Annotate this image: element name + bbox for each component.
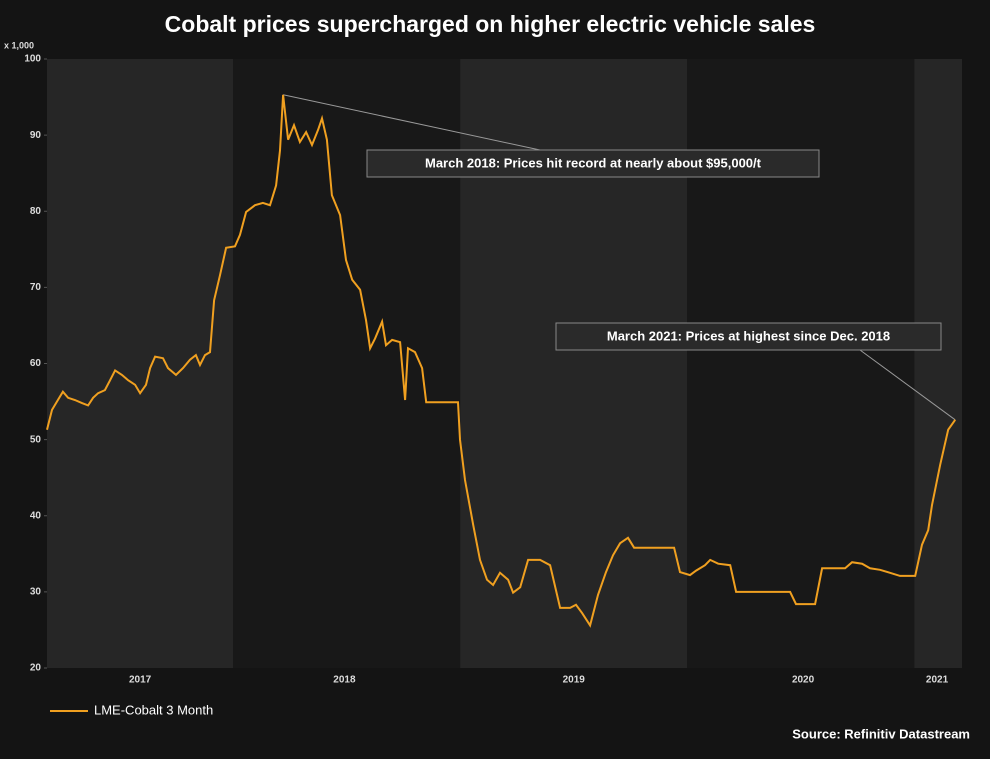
x-tick-label: 2019 (563, 675, 586, 686)
annotation: March 2018: Prices hit record at nearly … (425, 155, 762, 170)
annotation-box (555, 322, 942, 351)
y-tick-label: 80 (30, 206, 42, 217)
annotation-box (366, 149, 820, 178)
annotation-connector (283, 94, 541, 151)
y-tick-label: 100 (24, 54, 41, 65)
y-tick-label: 70 (30, 282, 42, 293)
y-tick-label: 40 (30, 510, 42, 521)
x-tick-label: 2018 (333, 675, 356, 686)
year-band (914, 59, 962, 668)
x-tick-label: 2020 (792, 675, 815, 686)
annotation: March 2021: Prices at highest since Dec.… (607, 328, 890, 343)
y-tick-label: 60 (30, 358, 42, 369)
source: Source: Refinitiv Datastream (792, 726, 970, 741)
legend-label: LME-Cobalt 3 Month (94, 702, 213, 717)
price-line (46, 94, 957, 628)
y-tick-label: 20 (30, 663, 42, 674)
x-tick-label: 2017 (129, 675, 152, 686)
chart-title: Cobalt prices supercharged on higher ele… (165, 11, 816, 37)
year-band (47, 59, 234, 668)
y-tick-label: 30 (30, 587, 42, 598)
y-tick-label: 50 (30, 434, 42, 445)
y-axis-label: x 1,000 (4, 40, 34, 50)
annotation-connector (859, 349, 956, 421)
x-tick-label: 2021 (926, 675, 949, 686)
y-tick-label: 90 (30, 130, 42, 141)
